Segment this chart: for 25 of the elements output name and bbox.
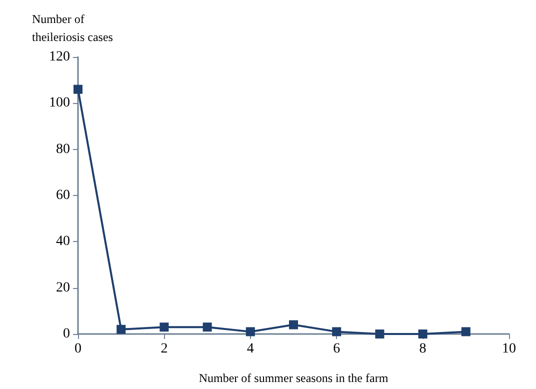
- point: [246, 327, 255, 336]
- point: [202, 322, 212, 332]
- point: [74, 84, 82, 94]
- y-tick-label: 20: [56, 280, 70, 296]
- point: [418, 330, 428, 338]
- x-tick-label: 4: [246, 342, 254, 356]
- y-tick-label: 60: [56, 188, 70, 203]
- point: [461, 327, 470, 336]
- point: [332, 327, 342, 336]
- point: [160, 322, 169, 332]
- x-tick-label: 2: [160, 342, 168, 356]
- y-axis-title: Number of theileriosis cases: [32, 12, 114, 44]
- x-tick-label: 8: [419, 342, 426, 356]
- point: [375, 330, 384, 338]
- x-tick-label: 0: [74, 342, 82, 356]
- y-tick-label: 120: [49, 50, 70, 64]
- x-axis-title: Number of summer seasons in the farm: [198, 371, 389, 385]
- x-tick-label: 6: [333, 342, 340, 356]
- point: [289, 320, 298, 330]
- point: [116, 324, 126, 334]
- y-tick-label: 40: [56, 234, 70, 250]
- y-tick-label: 80: [56, 142, 70, 157]
- y-tick-label: 100: [49, 96, 70, 111]
- y-tick-label: 0: [63, 326, 70, 342]
- x-tick-label: 10: [502, 342, 516, 356]
